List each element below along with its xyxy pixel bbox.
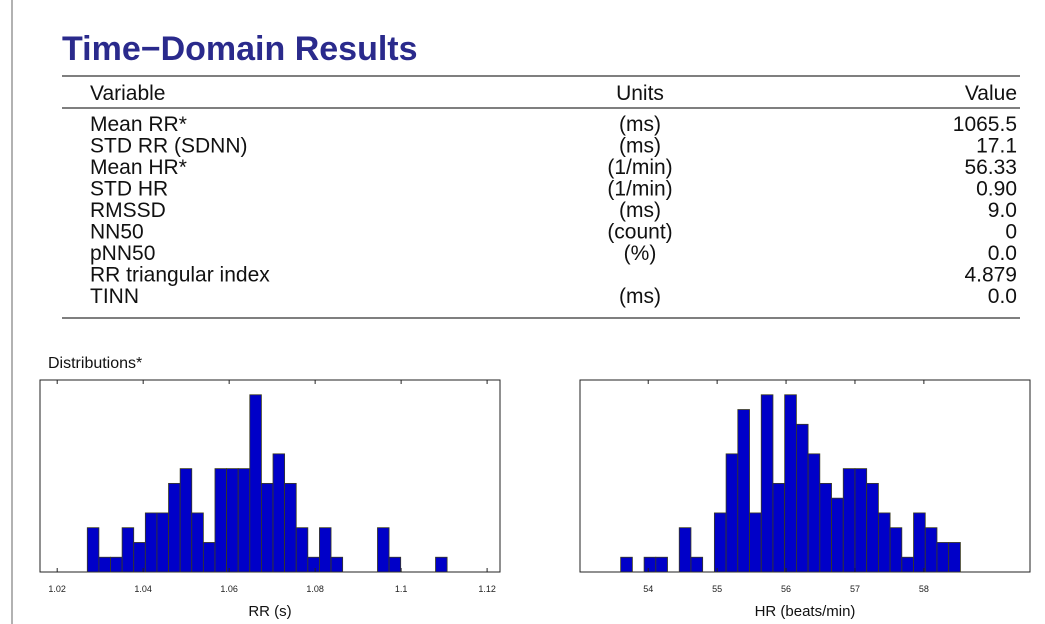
histogram-bar bbox=[86, 527, 100, 573]
histogram-bar bbox=[237, 468, 251, 573]
histogram-bar bbox=[901, 556, 914, 573]
table-cell: 0.0 bbox=[988, 242, 1017, 265]
x-tick-label: 57 bbox=[850, 584, 860, 594]
column-header: Value bbox=[965, 82, 1017, 105]
histogram-bar bbox=[202, 542, 216, 573]
x-tick-label: 54 bbox=[643, 584, 653, 594]
histogram-bar bbox=[191, 512, 204, 573]
table-cell: (count) bbox=[607, 221, 672, 244]
table-cell: (1/min) bbox=[607, 178, 672, 201]
table-cell: 4.879 bbox=[964, 264, 1017, 287]
histogram-bar bbox=[168, 482, 181, 573]
distributions-label: Distributions* bbox=[48, 355, 142, 372]
table-cell: 0.90 bbox=[976, 178, 1017, 201]
histogram-bar bbox=[749, 512, 762, 573]
histogram-bar bbox=[737, 409, 750, 573]
histogram-bar bbox=[643, 556, 657, 573]
histogram-bar bbox=[936, 542, 950, 573]
histogram-bar bbox=[284, 482, 297, 573]
table-cell: (ms) bbox=[619, 135, 661, 158]
histogram-bar bbox=[377, 527, 390, 573]
table-cell: NN50 bbox=[90, 221, 144, 244]
histogram-bar bbox=[179, 468, 193, 573]
histogram-bar bbox=[819, 482, 832, 573]
histogram-bar bbox=[948, 542, 961, 573]
table-cell: 1065.5 bbox=[953, 113, 1017, 136]
table-cell: 0.0 bbox=[988, 285, 1017, 308]
histogram-bar bbox=[807, 453, 821, 573]
table-cell: RMSSD bbox=[90, 199, 166, 222]
histogram-bar bbox=[295, 527, 309, 573]
histogram-bar bbox=[784, 394, 797, 573]
histogram-bar bbox=[690, 556, 704, 573]
histogram-bar bbox=[866, 482, 879, 573]
histogram-bar bbox=[388, 556, 402, 573]
table-cell: (ms) bbox=[619, 199, 661, 222]
histogram-bar bbox=[144, 512, 158, 573]
table-cell: Mean RR* bbox=[90, 113, 187, 136]
histogram-bar bbox=[261, 482, 274, 573]
table-cell: pNN50 bbox=[90, 242, 155, 265]
histogram-bar bbox=[156, 512, 169, 573]
x-tick-label: 1.02 bbox=[48, 584, 66, 594]
histogram-bar bbox=[121, 527, 135, 573]
x-tick-label: 1.08 bbox=[306, 584, 324, 594]
table-cell: 0 bbox=[1005, 221, 1017, 244]
table-cell: RR triangular index bbox=[90, 264, 270, 287]
histogram-bar bbox=[214, 468, 227, 573]
title: Time−Domain Results bbox=[62, 30, 418, 68]
histogram-bar bbox=[226, 468, 239, 573]
x-tick-label: 56 bbox=[781, 584, 791, 594]
histogram-bar bbox=[272, 453, 286, 573]
histogram-bar bbox=[854, 468, 868, 573]
table-cell: STD HR bbox=[90, 178, 168, 201]
x-tick-label: 1.1 bbox=[395, 584, 408, 594]
table-cell: 9.0 bbox=[988, 199, 1017, 222]
column-header: Variable bbox=[90, 82, 166, 105]
histogram-bar bbox=[655, 556, 668, 573]
histogram-bar bbox=[620, 556, 633, 573]
histogram-bar bbox=[877, 512, 891, 573]
histogram-bar bbox=[725, 453, 739, 573]
histogram-bar bbox=[842, 468, 856, 573]
x-tick-label: 58 bbox=[919, 584, 929, 594]
x-axis-label: RR (s) bbox=[248, 603, 291, 620]
table-cell: 56.33 bbox=[964, 156, 1017, 179]
table-cell: STD RR (SDNN) bbox=[90, 135, 248, 158]
table-cell: 17.1 bbox=[976, 135, 1017, 158]
histogram-bar bbox=[924, 527, 938, 573]
histogram-bar bbox=[249, 394, 262, 573]
histogram-bar bbox=[133, 542, 146, 573]
table-cell: (ms) bbox=[619, 113, 661, 136]
histogram-bar bbox=[435, 556, 448, 573]
x-tick-label: 55 bbox=[712, 584, 722, 594]
table-cell: (%) bbox=[624, 242, 657, 265]
table-cell: (1/min) bbox=[607, 156, 672, 179]
histogram-bar bbox=[307, 556, 320, 573]
x-axis-label: HR (beats/min) bbox=[755, 603, 856, 620]
histogram-bar bbox=[772, 482, 786, 573]
histogram-bar bbox=[713, 512, 727, 573]
table-cell: Mean HR* bbox=[90, 156, 187, 179]
histogram-bar bbox=[795, 423, 809, 573]
histogram-bar bbox=[319, 527, 332, 573]
table-cell: TINN bbox=[90, 285, 139, 308]
histogram-bar bbox=[330, 556, 344, 573]
x-tick-label: 1.06 bbox=[220, 584, 238, 594]
histogram-bar bbox=[913, 512, 926, 573]
histogram-bar bbox=[889, 527, 903, 573]
histogram-bar bbox=[831, 497, 844, 573]
table-cell: (ms) bbox=[619, 285, 661, 308]
column-header: Units bbox=[616, 82, 664, 105]
x-tick-label: 1.04 bbox=[134, 584, 152, 594]
histogram-bar bbox=[678, 527, 692, 573]
histogram-bar bbox=[110, 556, 123, 573]
histogram-bar bbox=[760, 394, 774, 573]
x-tick-label: 1.12 bbox=[478, 584, 496, 594]
histogram-bar bbox=[98, 556, 111, 573]
